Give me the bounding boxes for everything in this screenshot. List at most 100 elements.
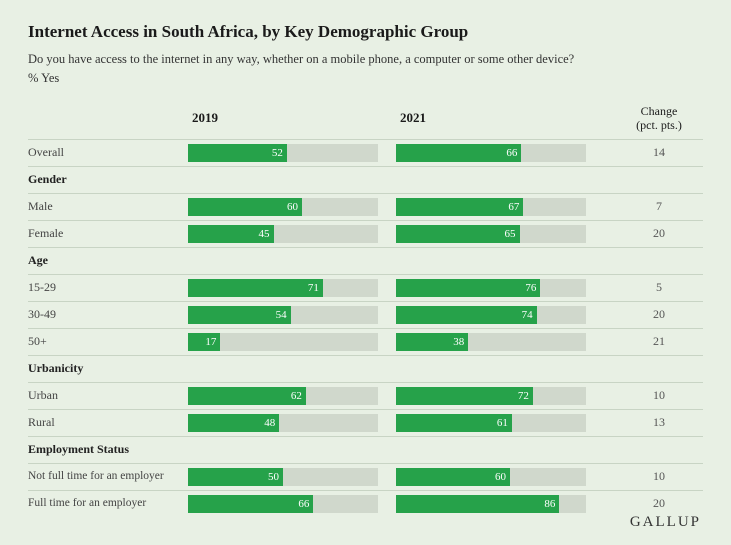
chart-subtitle: Do you have access to the internet in an…	[28, 52, 703, 67]
bar-track: 60	[188, 198, 378, 216]
bar-fill	[396, 198, 523, 216]
bar-value: 72	[518, 390, 529, 402]
bar-fill	[396, 225, 520, 243]
bar-track: 52	[188, 144, 378, 162]
bar-value: 38	[453, 336, 464, 348]
row-label: 30-49	[28, 307, 170, 322]
bar-fill	[396, 414, 512, 432]
data-row: Overall 52 66 14	[28, 139, 703, 166]
bar-2019: 50	[188, 468, 378, 486]
gallup-logo: GALLUP	[630, 514, 701, 531]
bar-fill	[396, 387, 533, 405]
bar-track: 60	[396, 468, 586, 486]
change-value: 14	[604, 145, 714, 160]
bar-value: 71	[308, 282, 319, 294]
bar-track: 66	[396, 144, 586, 162]
change-value: 10	[604, 469, 714, 484]
pct-yes-label: % Yes	[28, 71, 703, 86]
data-row: Full time for an employer 66 86 20	[28, 490, 703, 517]
bar-value: 45	[259, 228, 270, 240]
bar-track: 66	[188, 495, 378, 513]
bar-track: 72	[396, 387, 586, 405]
bar-2019: 54	[188, 306, 378, 324]
bar-2021: 60	[396, 468, 586, 486]
bar-value: 74	[522, 309, 533, 321]
change-value: 20	[604, 226, 714, 241]
bar-2021: 66	[396, 144, 586, 162]
bar-track: 67	[396, 198, 586, 216]
bar-fill	[396, 279, 540, 297]
row-label: Rural	[28, 415, 170, 430]
bar-value: 60	[287, 201, 298, 213]
bar-value: 62	[291, 390, 302, 402]
group-label: Age	[28, 253, 170, 268]
bar-2019: 60	[188, 198, 378, 216]
group-header: Urbanicity	[28, 355, 703, 382]
bar-fill	[188, 387, 306, 405]
data-row: 30-49 54 74 20	[28, 301, 703, 328]
data-row: Female 45 65 20	[28, 220, 703, 247]
bar-value: 54	[276, 309, 287, 321]
bar-track: 65	[396, 225, 586, 243]
bar-value: 67	[508, 201, 519, 213]
bar-fill	[396, 495, 559, 513]
bar-value: 48	[264, 417, 275, 429]
bar-2019: 71	[188, 279, 378, 297]
bar-value: 52	[272, 147, 283, 159]
bar-value: 86	[544, 498, 555, 510]
bar-track: 62	[188, 387, 378, 405]
row-label: Urban	[28, 388, 170, 403]
col-change: Change(pct. pts.)	[604, 104, 714, 133]
row-label: 50+	[28, 334, 170, 349]
bar-track: 61	[396, 414, 586, 432]
bar-value: 66	[298, 498, 309, 510]
row-label: 15-29	[28, 280, 170, 295]
chart-title: Internet Access in South Africa, by Key …	[28, 22, 703, 42]
bar-value: 65	[505, 228, 516, 240]
change-value: 5	[604, 280, 714, 295]
change-value: 21	[604, 334, 714, 349]
bar-2021: 61	[396, 414, 586, 432]
row-label: Not full time for an employer	[28, 470, 170, 483]
bar-2021: 72	[396, 387, 586, 405]
bar-2019: 62	[188, 387, 378, 405]
bar-2021: 86	[396, 495, 586, 513]
column-headers: 2019 2021 Change(pct. pts.)	[28, 104, 703, 133]
bar-2019: 66	[188, 495, 378, 513]
bar-track: 71	[188, 279, 378, 297]
bar-value: 17	[205, 336, 216, 348]
bar-value: 66	[506, 147, 517, 159]
data-row: Rural 48 61 13	[28, 409, 703, 436]
bar-2021: 76	[396, 279, 586, 297]
bar-track: 76	[396, 279, 586, 297]
group-label: Gender	[28, 172, 170, 187]
bar-track: 17	[188, 333, 378, 351]
bar-track: 48	[188, 414, 378, 432]
bar-fill	[188, 495, 313, 513]
bar-2019: 45	[188, 225, 378, 243]
bar-2019: 48	[188, 414, 378, 432]
bar-fill	[396, 306, 537, 324]
bar-track: 54	[188, 306, 378, 324]
group-label: Urbanicity	[28, 361, 170, 376]
group-header: Age	[28, 247, 703, 274]
bar-track: 86	[396, 495, 586, 513]
bar-value: 76	[525, 282, 536, 294]
change-value: 13	[604, 415, 714, 430]
bar-value: 61	[497, 417, 508, 429]
data-row: Not full time for an employer 50 60 10	[28, 463, 703, 490]
col-2021: 2021	[396, 110, 586, 126]
bar-fill	[396, 468, 510, 486]
change-value: 20	[604, 496, 714, 511]
bar-fill	[188, 279, 323, 297]
bar-track: 38	[396, 333, 586, 351]
group-header: Employment Status	[28, 436, 703, 463]
row-label: Full time for an employer	[28, 497, 170, 510]
bar-fill	[396, 144, 521, 162]
bar-fill	[188, 198, 302, 216]
data-row: Urban 62 72 10	[28, 382, 703, 409]
row-label: Female	[28, 226, 170, 241]
bar-2021: 74	[396, 306, 586, 324]
bar-track: 45	[188, 225, 378, 243]
change-value: 10	[604, 388, 714, 403]
